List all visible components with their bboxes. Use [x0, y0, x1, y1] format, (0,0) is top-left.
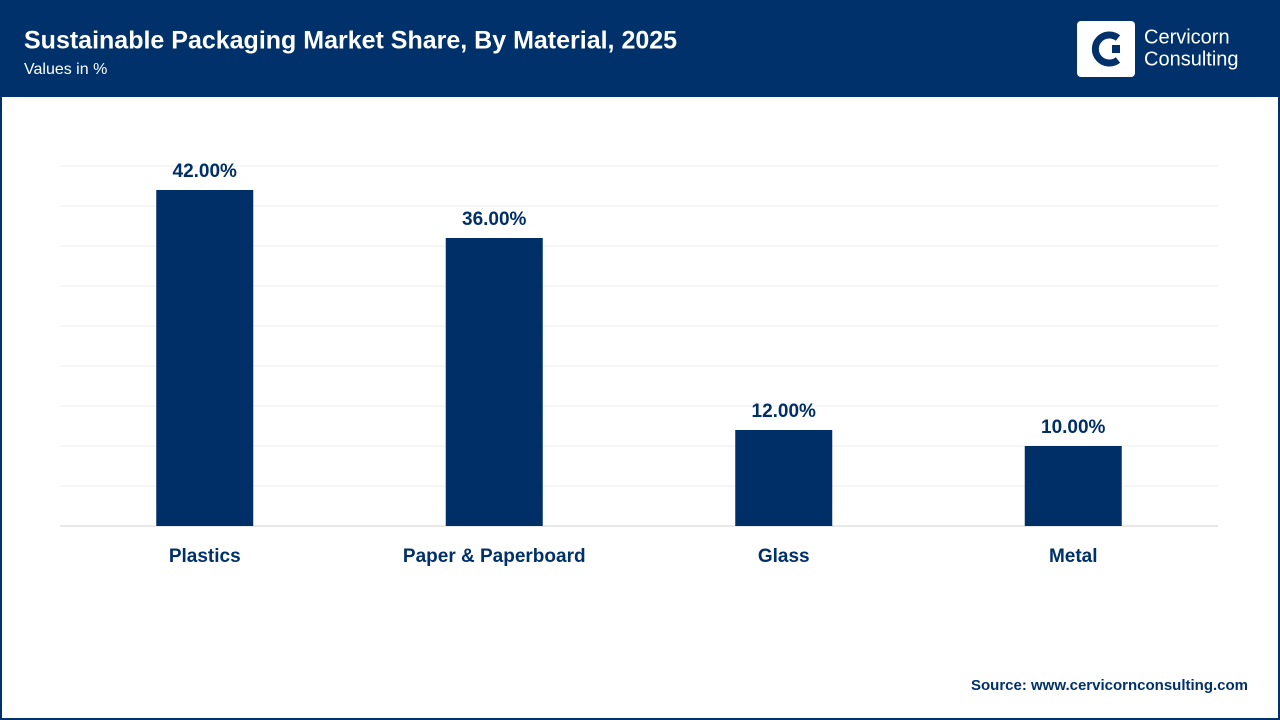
x-tick-label: Metal — [1049, 546, 1098, 567]
x-tick-label: Glass — [758, 546, 810, 567]
logo-text: Cervicorn — [1144, 26, 1230, 48]
data-label: 12.00% — [752, 401, 817, 422]
bar — [1024, 446, 1122, 526]
data-label: 42.00% — [173, 161, 238, 182]
logo-box — [1077, 21, 1135, 77]
x-tick-label: Plastics — [169, 546, 241, 567]
bar — [156, 190, 254, 526]
bar — [445, 238, 543, 526]
x-tick-label: Paper & Paperboard — [403, 546, 586, 567]
source: Source: www.cervicornconsulting.com — [971, 677, 1248, 694]
bar — [735, 430, 833, 526]
chart-subtitle: Values in % — [24, 61, 107, 78]
header-band — [0, 0, 1280, 97]
data-label: 10.00% — [1041, 417, 1106, 438]
logo-dot — [1112, 45, 1120, 53]
data-label: 36.00% — [462, 209, 527, 230]
logo: Cervicorn Consulting — [1077, 21, 1239, 77]
logo-text: Consulting — [1144, 48, 1239, 70]
logo-icon — [1091, 31, 1121, 67]
chart-title: Sustainable Packaging Market Share, By M… — [24, 27, 677, 55]
